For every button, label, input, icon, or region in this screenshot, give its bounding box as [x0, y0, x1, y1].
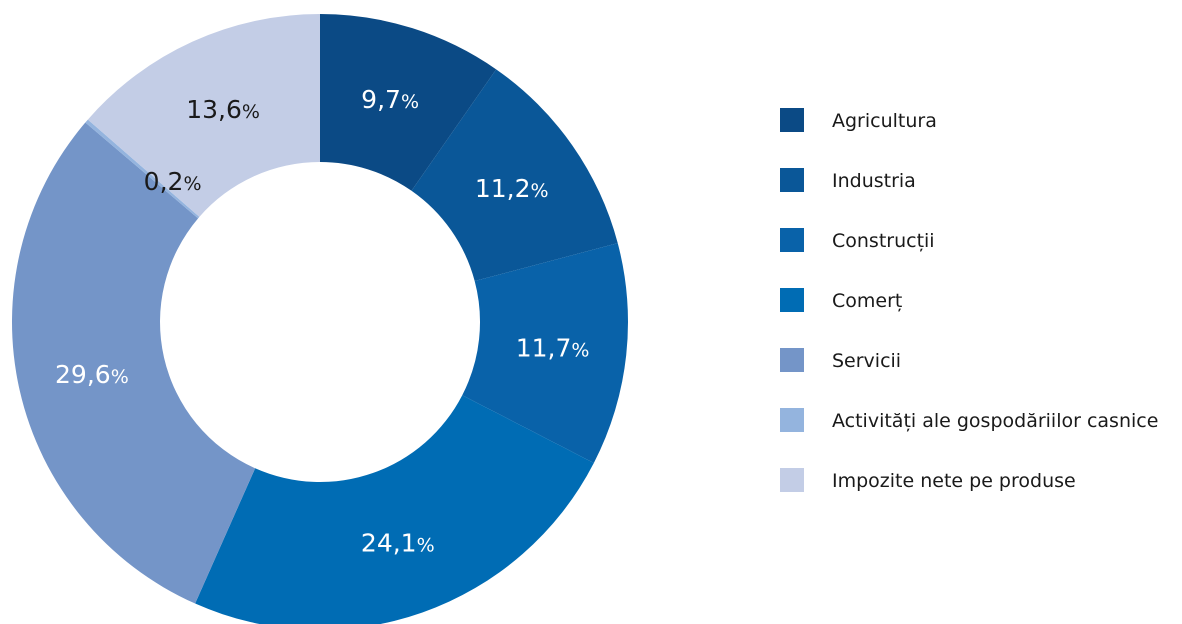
legend-swatch — [780, 228, 804, 252]
slice-label-industria: 11,2% — [475, 174, 549, 203]
legend-label: Construcții — [832, 230, 935, 252]
legend-label: Impozite nete pe produse — [832, 470, 1076, 492]
legend-swatch — [780, 408, 804, 432]
slice-industria — [411, 69, 618, 282]
slice-label-agricultura: 9,7% — [361, 85, 419, 114]
slice-label-comert: 24,1% — [361, 529, 435, 558]
slice-activitati-ale-gospodariilor-casnice — [85, 119, 200, 219]
slice-label-impozite-nete-pe-produse: 13,6% — [186, 95, 260, 124]
legend-label: Activități ale gospodăriilor casnice — [832, 410, 1158, 432]
legend-swatch — [780, 288, 804, 312]
legend-item-comert: Comerț — [780, 288, 902, 312]
legend-item-industria: Industria — [780, 168, 916, 192]
slice-label-constructii: 11,7% — [516, 333, 590, 362]
legend-swatch — [780, 108, 804, 132]
slice-agricultura — [320, 14, 497, 191]
slice-label-servicii: 29,6% — [55, 360, 129, 389]
legend-swatch — [780, 168, 804, 192]
donut-slices — [11, 13, 628, 624]
legend-label: Industria — [832, 170, 916, 192]
legend-item-activitati-ale-gospodariilor-casnice: Activități ale gospodăriilor casnice — [780, 408, 1158, 432]
slice-servicii — [11, 122, 256, 604]
legend-item-constructii: Construcții — [780, 228, 935, 252]
legend-item-agricultura: Agricultura — [780, 108, 937, 132]
legend: Agricultura Industria Construcții Comerț Ser… — [780, 108, 1158, 492]
slice-labels: 9,7% 11,2% 11,7% 24,1% 29,6% 0,2% 13,6% — [55, 85, 589, 558]
legend-label: Agricultura — [832, 110, 937, 132]
legend-label: Comerț — [832, 290, 902, 312]
slice-label-activitati-ale-gospodariilor-casnice: 0,2% — [144, 167, 202, 196]
legend-label: Servicii — [832, 350, 901, 372]
legend-swatch — [780, 468, 804, 492]
slice-constructii — [462, 243, 628, 463]
legend-item-servicii: Servicii — [780, 348, 901, 372]
legend-item-impozite-nete-pe-produse: Impozite nete pe produse — [780, 468, 1076, 492]
slice-impozite-nete-pe-produse — [87, 13, 320, 217]
legend-swatch — [780, 348, 804, 372]
slice-comert — [195, 395, 594, 624]
